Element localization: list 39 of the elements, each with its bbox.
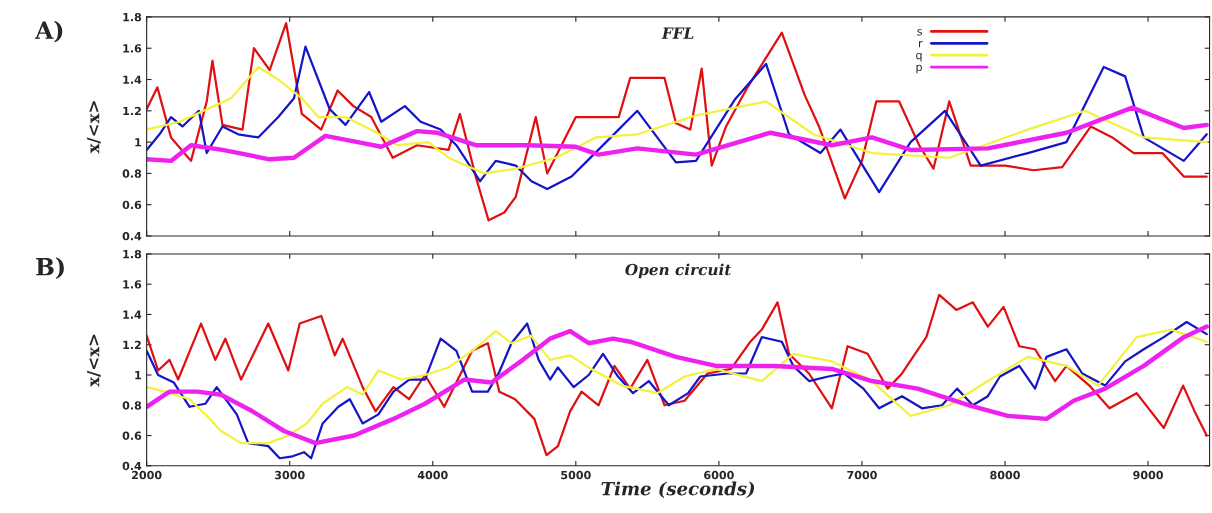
y-tick-label: 0.4 — [122, 461, 142, 471]
line-series — [146, 65, 1208, 175]
x-tick-label: 7000 — [847, 470, 877, 480]
line-series — [146, 22, 1208, 222]
y-tick-label: 0.4 — [122, 231, 142, 241]
y-tick-label: 1 — [135, 138, 142, 147]
y-tick-label: 0.6 — [122, 200, 142, 210]
text: FFL — [661, 27, 694, 39]
x-axis-title: Time (seconds) — [601, 481, 755, 498]
y-tick-label: 0.6 — [122, 431, 142, 440]
text: B) — [36, 257, 64, 279]
x-tick-label: 8000 — [990, 470, 1020, 480]
y-tick-label: 1 — [135, 371, 142, 380]
legend-label: r — [918, 41, 923, 48]
y-axis-title: x/<x> — [87, 334, 101, 387]
y-tick-label: 0.8 — [122, 169, 142, 178]
x-tick-label: 2000 — [132, 470, 162, 480]
legend-label: s — [917, 29, 923, 36]
y-axis-title: x/<x> — [87, 101, 101, 154]
y-tick-label: 0.8 — [122, 401, 142, 410]
y-tick-label: 1.2 — [123, 106, 141, 116]
text: Open circuit — [625, 263, 732, 279]
y-tick-label: 1.6 — [123, 280, 142, 289]
y-tick-label: 1.8 — [123, 249, 142, 259]
y-tick-label: 1.4 — [123, 75, 142, 84]
line-series — [146, 105, 1209, 164]
legend-label: q — [916, 52, 922, 62]
y-tick-label: 1.6 — [123, 44, 142, 53]
x-tick-label: 5000 — [561, 470, 591, 480]
x-tick-label: 9000 — [1133, 470, 1163, 480]
y-tick-label: 1.4 — [123, 310, 142, 319]
legend-label: p — [916, 64, 922, 74]
line-series — [146, 293, 1208, 457]
y-tick-label: 1.8 — [123, 12, 142, 22]
y-tick-label: 1.2 — [123, 340, 141, 349]
text: A) — [34, 20, 63, 43]
x-tick-label: 6000 — [704, 470, 734, 480]
x-tick-label: 4000 — [417, 470, 448, 480]
x-tick-label: 3000 — [274, 470, 305, 480]
